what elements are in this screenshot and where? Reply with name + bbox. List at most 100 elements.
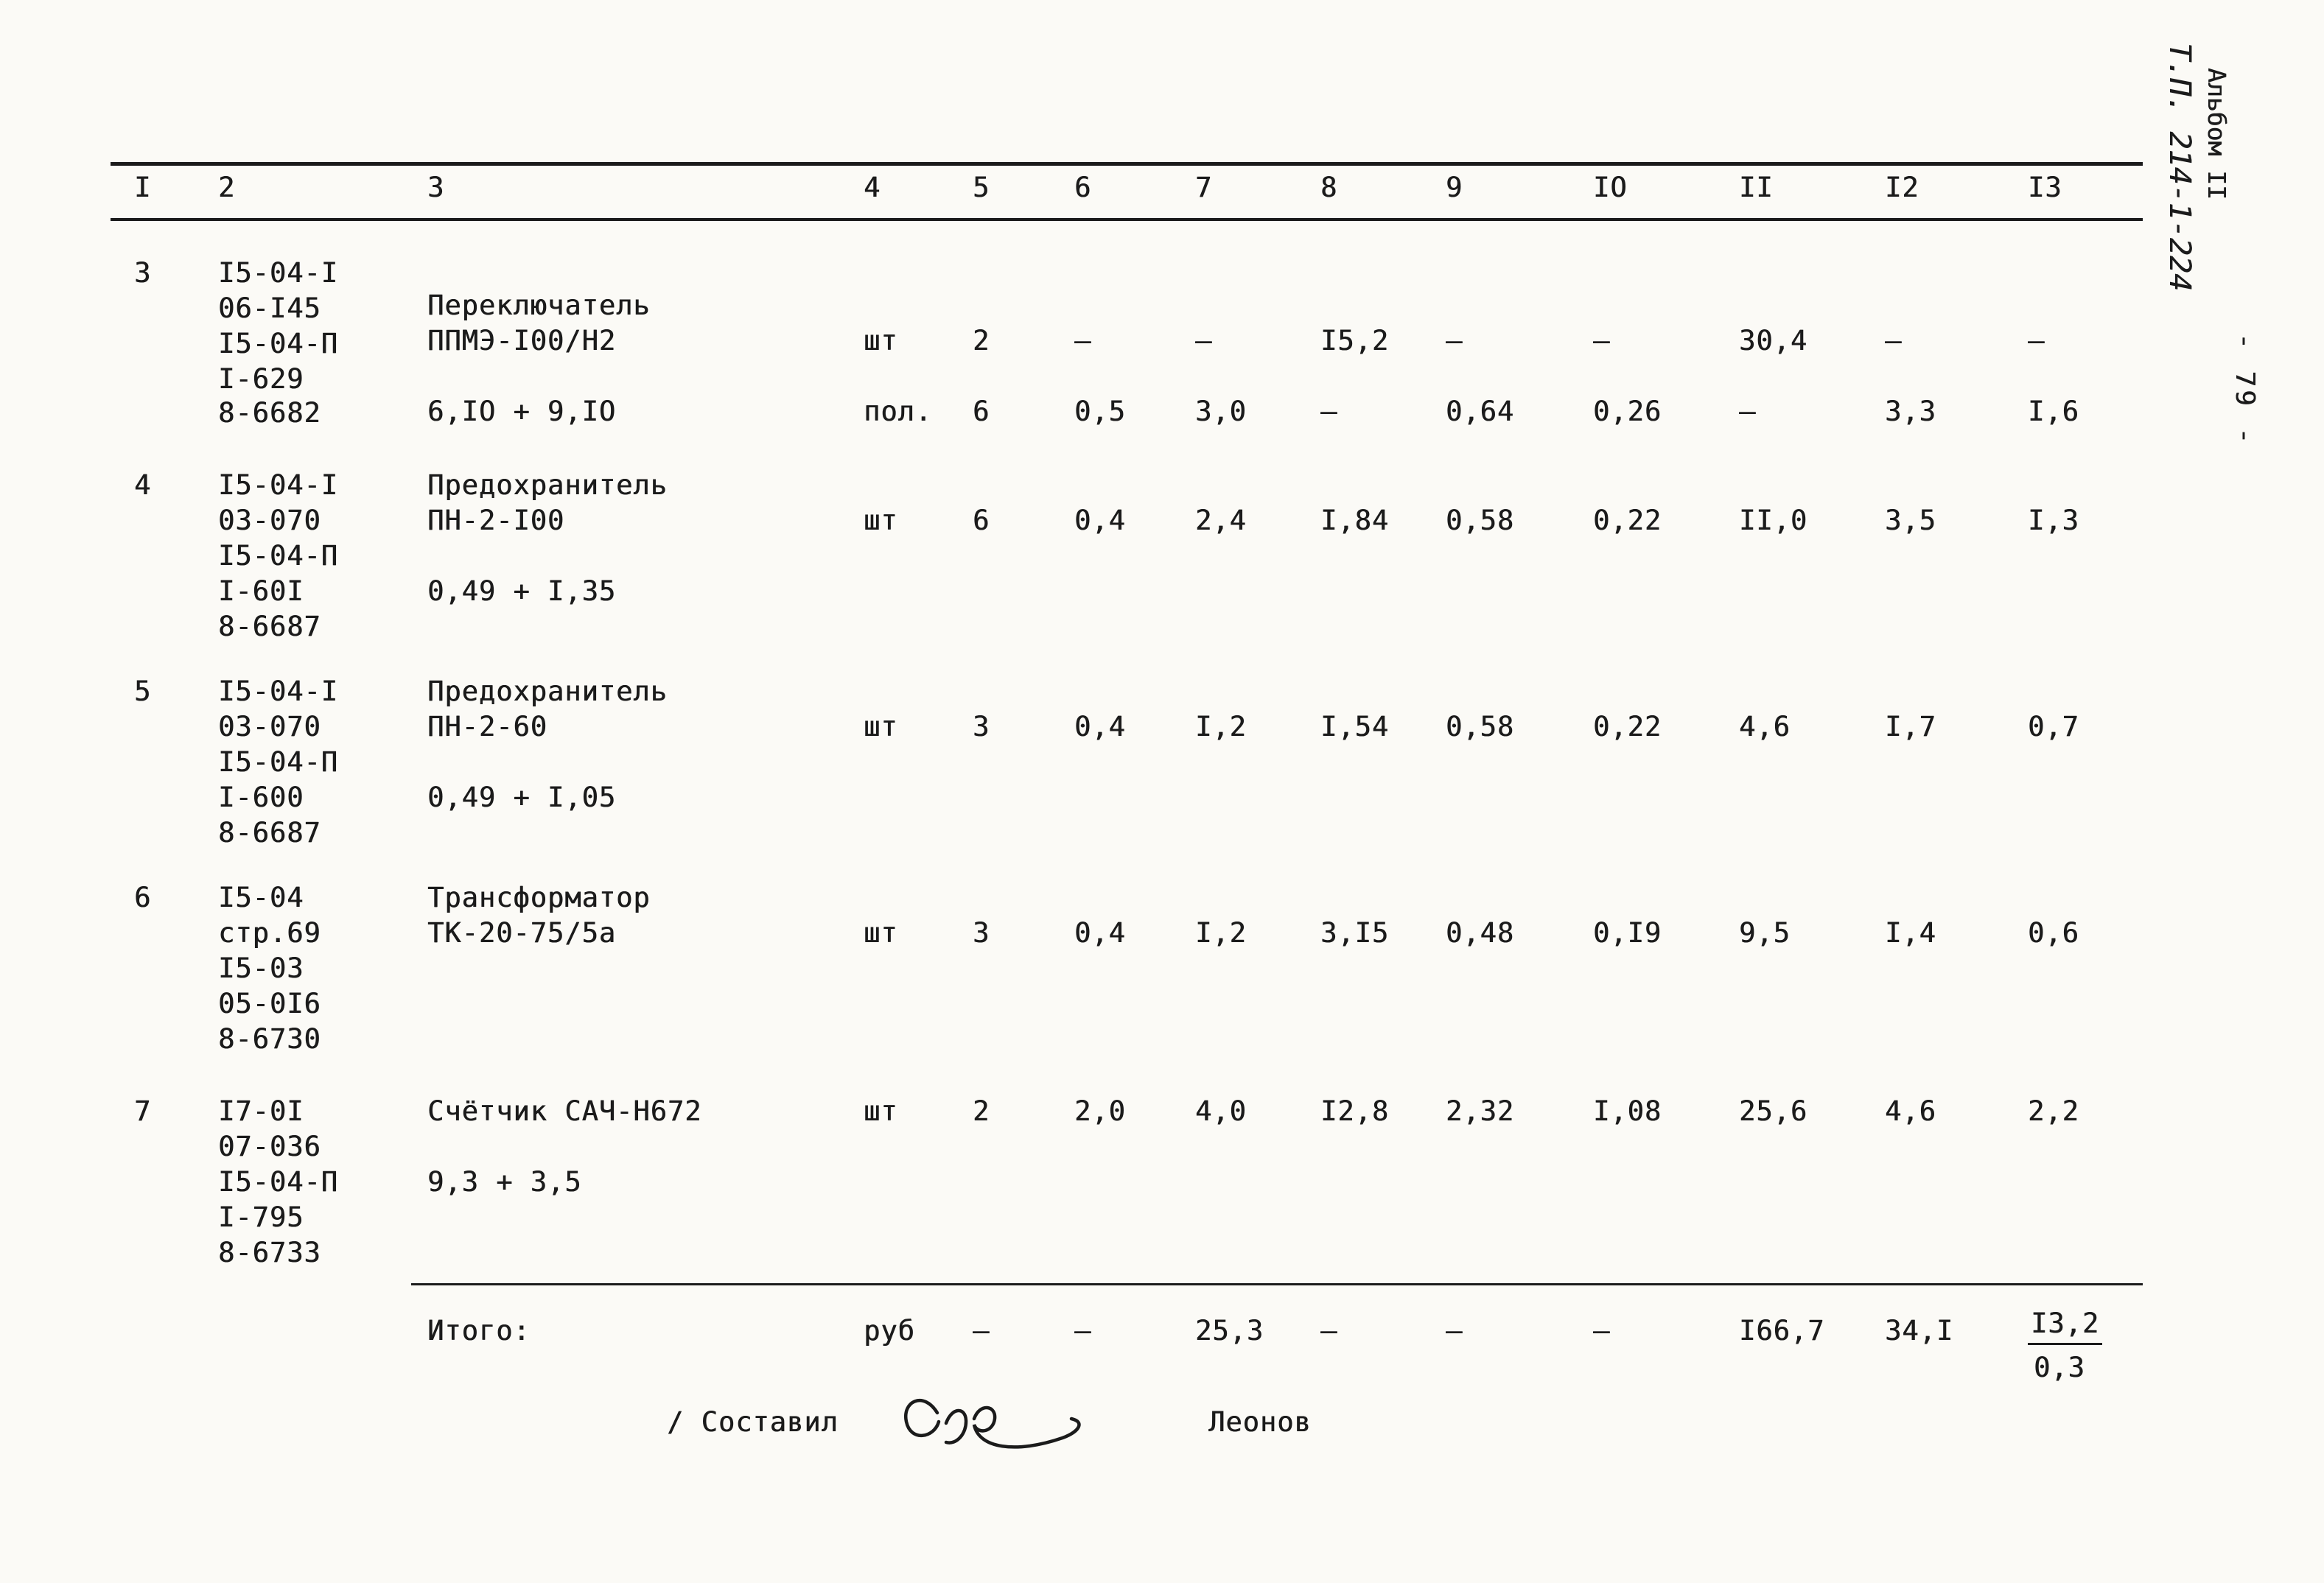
cell-value: I,7 [1885, 711, 1936, 743]
unit-cell: шт [864, 325, 898, 357]
cell-value: 9,5 [1739, 917, 1791, 949]
col-header: 9 [1446, 172, 1463, 203]
col-header: I2 [1885, 172, 1919, 203]
col-header: 8 [1320, 172, 1338, 203]
row-code: I-60I [218, 575, 304, 607]
cell-value: 6 [973, 505, 990, 536]
row-code: I5-04 [218, 882, 304, 913]
row-code: I5-04-П [218, 1166, 338, 1198]
cell-value: 4,6 [1885, 1095, 1936, 1127]
row-code: I5-04-I [218, 257, 338, 289]
row-code: I-795 [218, 1201, 304, 1233]
cell-value: 0,4 [1074, 505, 1126, 536]
cell-value: 3,5 [1885, 505, 1936, 536]
cell-value: 0,22 [1593, 711, 1662, 743]
row-code: стр.69 [218, 917, 321, 949]
row-code: I-629 [218, 363, 304, 395]
cell-value: I,2 [1195, 711, 1247, 743]
total-label: Итого: [427, 1315, 531, 1347]
unit-cell: шт [864, 1095, 898, 1127]
cell-value: – [1885, 325, 1903, 357]
col-header: 4 [864, 172, 881, 203]
cell-value: 0,I9 [1593, 917, 1662, 949]
item-extra: 0,49 + I,05 [427, 782, 617, 813]
row-code: 05-0I6 [218, 988, 321, 1019]
cell-value: 3,I5 [1320, 917, 1390, 949]
row-code: 06-I45 [218, 292, 321, 324]
cell-value: I,84 [1320, 505, 1390, 536]
row-code: 8-6687 [218, 817, 321, 849]
item-model: ПН-2-60 [427, 711, 547, 743]
cell-value: 0,48 [1446, 917, 1515, 949]
row-code: 03-070 [218, 711, 321, 743]
cell-value: 2,32 [1446, 1095, 1515, 1127]
total-fraction-numerator: I3,2 [2028, 1310, 2103, 1345]
cell-value: 2,4 [1195, 505, 1247, 536]
row-code: 03-070 [218, 505, 321, 536]
item-extra: 9,3 + 3,5 [427, 1166, 582, 1198]
cell-value: 0,4 [1074, 917, 1126, 949]
cell-value: – [1074, 325, 1092, 357]
total-value: – [1320, 1315, 1338, 1347]
row-code: I5-04-I [218, 469, 338, 501]
row-code: I5-03 [218, 952, 304, 984]
item-name: Переключатель [427, 289, 651, 321]
row-number: 6 [134, 882, 152, 913]
col-header: II [1739, 172, 1774, 203]
cell-value: 4,0 [1195, 1095, 1247, 1127]
unit-cell: шт [864, 917, 898, 949]
row-code: I5-04-П [218, 540, 338, 572]
total-value: – [1593, 1315, 1611, 1347]
cell-value: I,54 [1320, 711, 1390, 743]
cell-value: 3 [973, 917, 990, 949]
col-header: 7 [1195, 172, 1213, 203]
col-header: I [134, 172, 152, 203]
cell-value: I,6 [2028, 396, 2079, 427]
row-code: I7-0I [218, 1095, 304, 1127]
cell-value: – [1739, 396, 1757, 427]
item-name: Предохранитель [427, 675, 668, 707]
row-code: 8-6687 [218, 611, 321, 642]
table-top-rule [111, 162, 2143, 166]
col-header: 6 [1074, 172, 1092, 203]
row-number: 5 [134, 675, 152, 707]
row-code: 07-036 [218, 1131, 321, 1162]
cell-value: 6 [973, 396, 990, 427]
row-code: I5-04-П [218, 746, 338, 778]
total-value: 25,3 [1195, 1315, 1264, 1347]
cell-value: I,08 [1593, 1095, 1662, 1127]
item-model: ПН-2-I00 [427, 505, 565, 536]
row-number: 7 [134, 1095, 152, 1127]
album-label: Альбом II [2202, 68, 2231, 200]
cell-value: 3,0 [1195, 396, 1247, 427]
row-code: I5-04-I [218, 675, 338, 707]
cell-value: 2,0 [1074, 1095, 1126, 1127]
col-header: I3 [2028, 172, 2062, 203]
cell-value: 2 [973, 325, 990, 357]
cell-value: 25,6 [1739, 1095, 1808, 1127]
item-extra: 0,49 + I,35 [427, 575, 617, 607]
col-header: 3 [427, 172, 445, 203]
row-code: I-600 [218, 782, 304, 813]
cell-value: I2,8 [1320, 1095, 1390, 1127]
compiled-by: Леонов [1208, 1406, 1312, 1438]
total-value: 34,I [1885, 1315, 1954, 1347]
compiled-label: / Составил [667, 1406, 839, 1438]
row-code: I5-04-П [218, 328, 338, 359]
row-code: 8-6682 [218, 397, 321, 429]
total-fraction-denominator: 0,3 [2034, 1352, 2085, 1383]
cell-value: – [1320, 396, 1338, 427]
cell-value: 4,6 [1739, 711, 1791, 743]
cell-value: I,2 [1195, 917, 1247, 949]
total-value: – [1446, 1315, 1463, 1347]
cell-value: – [1593, 325, 1611, 357]
cell-value: 0,58 [1446, 505, 1515, 536]
cell-value: – [2028, 325, 2045, 357]
row-code: 8-6733 [218, 1237, 321, 1268]
page-number: - 79 - [2230, 333, 2260, 447]
item-model: ППМЭ-I00/Н2 [427, 325, 617, 357]
cell-value: 2 [973, 1095, 990, 1127]
cell-value: 2,2 [2028, 1095, 2079, 1127]
header-bottom-rule [111, 218, 2143, 221]
